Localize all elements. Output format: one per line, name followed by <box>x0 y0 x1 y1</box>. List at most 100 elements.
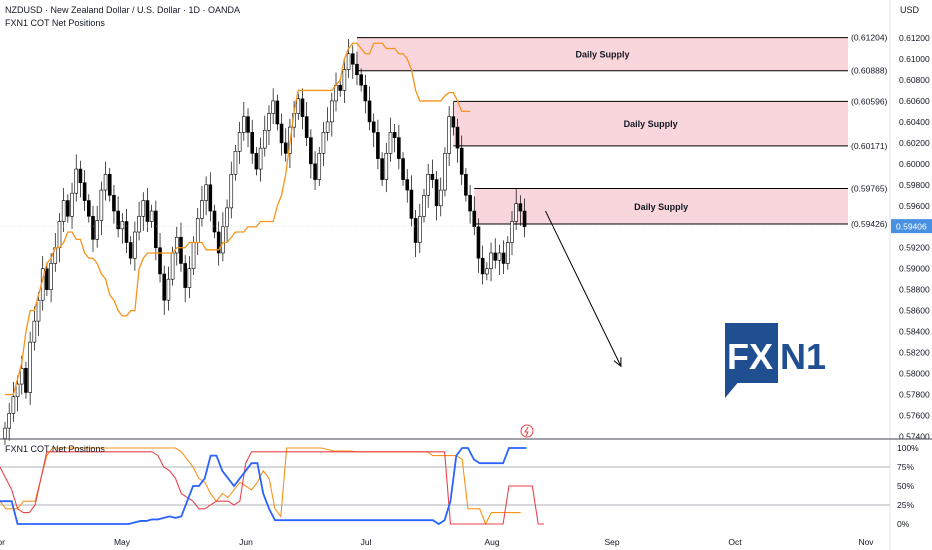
price-tick-label: 0.60200 <box>899 138 930 148</box>
candle-up <box>388 132 393 154</box>
candle-up <box>195 218 200 243</box>
price-tick-label: 0.60600 <box>899 96 930 106</box>
candle-down <box>455 126 460 149</box>
candle-up <box>514 203 518 222</box>
candle-down <box>401 158 405 180</box>
price-tick-label: 0.59600 <box>899 201 930 211</box>
candle-up <box>120 221 125 230</box>
time-tick-label: Nov <box>858 537 874 547</box>
candle-down <box>405 179 410 191</box>
candle-down <box>275 100 280 125</box>
supply-zones <box>356 37 848 225</box>
candle-down <box>246 116 250 133</box>
candle-down <box>409 189 414 219</box>
price-tick-label: 0.59200 <box>899 243 930 253</box>
candle-up <box>330 100 334 123</box>
time-tick-label: Aug <box>484 537 499 547</box>
candle-up <box>36 299 41 322</box>
cot-tick-label: 50% <box>897 481 914 491</box>
candle-up <box>447 116 451 154</box>
supply-zone <box>474 188 848 225</box>
candle-up <box>489 252 493 270</box>
candle-up <box>15 383 20 397</box>
cot-tick-label: 75% <box>897 462 914 472</box>
candle-down <box>250 132 255 154</box>
cot-tick-label: 100% <box>897 443 919 453</box>
price-tick-label: 0.57800 <box>899 390 930 400</box>
candlesticks <box>3 39 527 445</box>
candle-down <box>459 147 464 175</box>
candle-down <box>112 195 116 212</box>
candle-down <box>279 123 284 144</box>
lightning-icon[interactable] <box>520 424 534 438</box>
candle-up <box>99 189 104 221</box>
time-tick-label: Jun <box>239 537 253 547</box>
candle-up <box>133 231 137 259</box>
candle-down <box>254 153 259 170</box>
candle-down <box>451 116 456 128</box>
zone-label: Daily Supply <box>634 202 688 212</box>
candle-up <box>61 200 66 222</box>
zone-bottom-price: (0.59426) <box>851 219 888 229</box>
cot-lines <box>0 447 545 526</box>
candle-up <box>204 184 208 201</box>
candle-down <box>430 174 435 180</box>
zone-label: Daily Supply <box>624 119 678 129</box>
price-pane[interactable]: (0.61204) (0.60888) Daily Supply (0.60596) (… <box>0 0 890 445</box>
candle-up <box>422 195 426 217</box>
time-axis[interactable]: Apr May Jun Jul Aug Sep Oct Nov <box>0 537 874 547</box>
candle-up <box>317 153 322 180</box>
candle-up <box>7 413 11 429</box>
price-tick-label: 0.59800 <box>899 180 930 190</box>
candle-down <box>300 98 305 117</box>
candle-up <box>225 207 229 228</box>
candle-up <box>426 174 430 196</box>
time-tick-label: Oct <box>728 537 742 547</box>
candle-up <box>166 278 171 301</box>
projection-arrow <box>545 210 622 368</box>
candle-up <box>438 189 443 207</box>
candle-down <box>380 158 384 180</box>
candle-down <box>124 221 129 243</box>
candle-down <box>154 210 158 249</box>
price-tick-label: 0.61200 <box>899 33 930 43</box>
zone-bottom-price: (0.60888) <box>851 66 888 76</box>
candle-up <box>334 84 338 102</box>
supply-zone <box>356 37 848 71</box>
candle-up <box>28 341 32 393</box>
candle-down <box>313 163 317 180</box>
candle-up <box>233 150 238 175</box>
svg-text:FX: FX <box>727 336 773 377</box>
candle-up <box>262 129 267 149</box>
candle-up <box>510 221 514 243</box>
candle-up <box>149 210 154 222</box>
candle-down <box>24 368 28 393</box>
candle-down <box>179 236 183 264</box>
last-price-badge <box>891 219 932 234</box>
supply-zone <box>453 101 848 146</box>
candle-down <box>82 182 87 201</box>
candle-down <box>501 252 506 264</box>
candle-up <box>200 200 204 219</box>
candle-down <box>367 100 372 123</box>
svg-text:N1: N1 <box>780 336 826 377</box>
candle-down <box>208 184 213 212</box>
time-tick-label: Apr <box>0 537 5 547</box>
candle-down <box>45 268 49 290</box>
cot-guides <box>0 466 890 506</box>
candle-up <box>221 226 225 254</box>
price-axis[interactable]: 0.61200 0.61000 0.60800 0.60600 0.60400 0.602… <box>0 33 932 442</box>
candle-down <box>309 137 313 165</box>
price-tick-label: 0.58400 <box>899 327 930 337</box>
indicator-title: FXN1 COT Net Positions <box>5 18 105 28</box>
cot-pane[interactable]: FXN1 COT Net Positions 100% 75% 50% 25% 0% <box>0 443 919 529</box>
arrow-shaft <box>545 210 622 367</box>
candle-down <box>78 168 83 184</box>
zone-top-price: (0.61204) <box>851 33 888 43</box>
candle-up <box>141 200 146 217</box>
candle-down <box>434 179 439 207</box>
price-tick-label: 0.60000 <box>899 159 930 169</box>
cot-series-line <box>0 447 521 526</box>
candle-down <box>283 142 288 154</box>
